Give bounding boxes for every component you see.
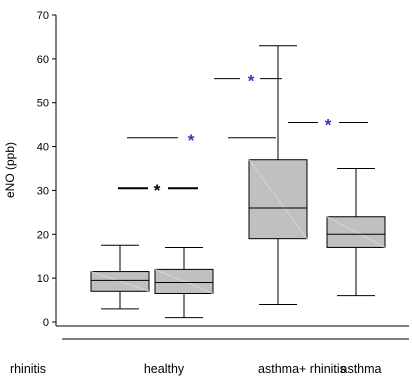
significance-star: * [188, 131, 195, 150]
axes [55, 15, 409, 340]
y-tick-label: 50 [37, 98, 49, 110]
box-rhinitis [90, 244, 150, 310]
significance-marker: * [127, 131, 276, 150]
y-tick-label: 30 [37, 185, 49, 197]
box-asthma [326, 168, 386, 297]
category-label: healthy [144, 362, 185, 376]
y-tick-label: 60 [37, 54, 49, 66]
box-shading-line [326, 216, 386, 248]
y-tick-label: 20 [37, 229, 49, 241]
box-asthma-rhinitis [248, 45, 308, 305]
box-shading-line [90, 271, 150, 292]
y-axis-label: eNO (ppb) [3, 142, 17, 198]
box-healthy [154, 246, 214, 319]
y-tick-label: 70 [37, 10, 49, 22]
y-tick-label: 10 [37, 273, 49, 285]
significance-marker: * [118, 181, 198, 200]
significance-marker: * [288, 115, 368, 134]
y-tick-label: 40 [37, 142, 49, 154]
significance-marker: * [214, 72, 282, 91]
significance-markers: * * * * [118, 72, 368, 200]
category-label: asthma+ rhinitis [258, 362, 346, 376]
boxes [90, 45, 386, 319]
y-ticks: 0 10 20 30 40 50 60 70 [37, 10, 56, 329]
y-tick-label: 0 [43, 317, 49, 329]
box-shading-line [154, 268, 214, 294]
category-label: rhinitis [10, 362, 46, 376]
significance-star: * [325, 115, 332, 134]
category-label: asthma [341, 362, 382, 376]
significance-star: * [154, 181, 161, 200]
significance-star: * [248, 72, 255, 91]
box-shading-line [248, 159, 308, 239]
